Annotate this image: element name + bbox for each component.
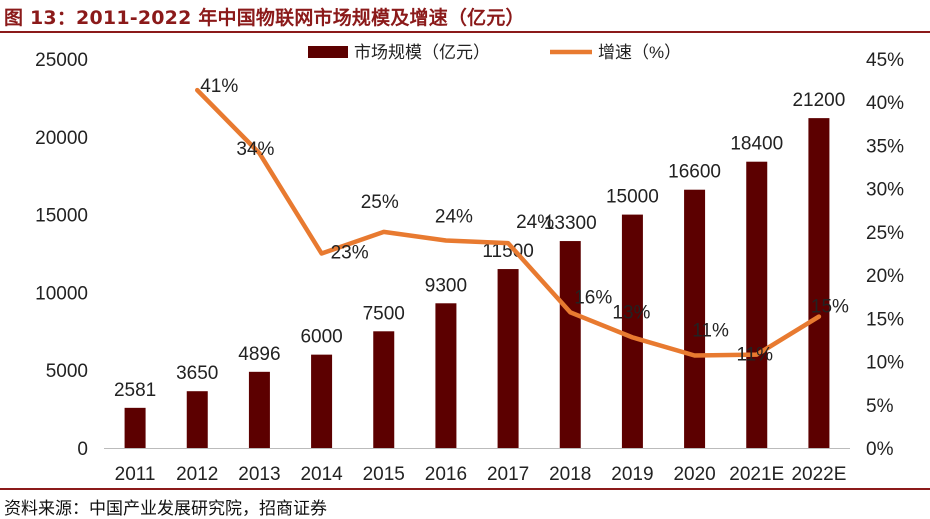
right-axis: 0% 5% 10% 15% 20% 25% 30% 35% 40% 45% <box>866 50 904 460</box>
line-value-label: 34% <box>236 139 274 160</box>
source-divider <box>0 488 930 490</box>
line-value-label: 41% <box>200 76 238 97</box>
line-value-label: 15% <box>811 297 849 318</box>
x-tick-label: 2017 <box>487 464 529 485</box>
bar-value-label: 2581 <box>114 380 156 401</box>
legend-swatch-bar <box>308 46 348 58</box>
right-tick-label: 10% <box>866 353 904 374</box>
right-tick-label: 30% <box>866 180 904 201</box>
source-note: 资料来源：中国产业发展研究院，招商证券 <box>4 499 327 519</box>
right-tick-label: 15% <box>866 309 904 330</box>
bar <box>186 391 208 448</box>
bar-value-label: 15000 <box>606 187 659 208</box>
bar <box>435 303 457 448</box>
bar-series <box>124 118 830 449</box>
growth-line <box>195 87 822 358</box>
right-tick-label: 0% <box>866 439 894 460</box>
x-tick-label: 2020 <box>673 464 715 485</box>
bar-value-label: 6000 <box>300 327 342 348</box>
x-tick-label: 2021E <box>729 464 784 485</box>
left-tick-label: 15000 <box>35 206 88 227</box>
right-tick-label: 5% <box>866 396 894 417</box>
legend: 市场规模（亿元） 增速（%） <box>308 43 681 62</box>
line-value-label: 23% <box>331 243 369 264</box>
bar <box>621 214 643 448</box>
line-labels: 41% 34% 23% 25% 24% 24% 16%13% 11% 11% 15% <box>200 76 849 366</box>
line-value-label: 11% <box>736 345 773 366</box>
x-tick-label: 2014 <box>300 464 343 485</box>
bar <box>124 407 146 448</box>
bar-value-label: 13300 <box>544 213 597 234</box>
bar-value-label: 18400 <box>730 134 783 155</box>
bar <box>311 354 333 448</box>
x-axis: 2011 2012 2013 2014 2015 2016 2017 2018 2019 2020… <box>104 448 850 485</box>
x-tick-label: 2018 <box>549 464 591 485</box>
left-tick-label: 10000 <box>35 283 88 304</box>
x-tick-label: 2016 <box>425 464 467 485</box>
left-axis: 0 5000 10000 15000 20000 25000 <box>35 50 88 460</box>
figure-title: 图 13：2011-2022 年中国物联网市场规模及增速（亿元） <box>4 7 525 29</box>
right-tick-label: 45% <box>866 50 904 71</box>
line-value-label: 13% <box>612 302 650 323</box>
left-tick-label: 0 <box>77 439 88 460</box>
bar-value-label: 9300 <box>425 275 467 296</box>
title-divider <box>0 31 930 33</box>
bar <box>746 161 768 449</box>
bar-value-label: 3650 <box>176 363 218 384</box>
bar <box>684 189 706 449</box>
line-value-label: 25% <box>361 192 399 213</box>
line-value-label: 24% <box>435 207 473 228</box>
x-tick-label: 2022E <box>791 464 846 485</box>
bar <box>248 371 270 448</box>
left-tick-label: 20000 <box>35 128 88 149</box>
x-tick-label: 2013 <box>238 464 280 485</box>
bar <box>559 241 581 448</box>
line-series <box>195 87 822 358</box>
bar-value-label: 4896 <box>238 344 280 365</box>
left-tick-label: 5000 <box>46 361 88 382</box>
bar <box>373 331 395 448</box>
line-value-label: 16% <box>574 287 612 308</box>
right-tick-label: 20% <box>866 266 904 287</box>
legend-label-line: 增速（%） <box>598 43 681 62</box>
line-value-label: 24% <box>516 212 554 233</box>
x-tick-label: 2012 <box>176 464 218 485</box>
legend-label-bar: 市场规模（亿元） <box>354 43 490 62</box>
line-value-label: 11% <box>692 321 729 342</box>
bar <box>497 269 519 448</box>
x-tick-label: 2011 <box>115 464 156 485</box>
x-tick-label: 2015 <box>363 464 405 485</box>
right-tick-label: 25% <box>866 223 904 244</box>
bar-value-label: 16600 <box>668 162 721 183</box>
bar <box>808 118 830 449</box>
right-tick-label: 40% <box>866 93 904 114</box>
x-tick-label: 2019 <box>611 464 653 485</box>
bar-value-label: 21200 <box>792 90 845 111</box>
left-tick-label: 25000 <box>35 50 88 71</box>
bar-value-label: 7500 <box>363 303 405 324</box>
right-tick-label: 35% <box>866 136 904 157</box>
